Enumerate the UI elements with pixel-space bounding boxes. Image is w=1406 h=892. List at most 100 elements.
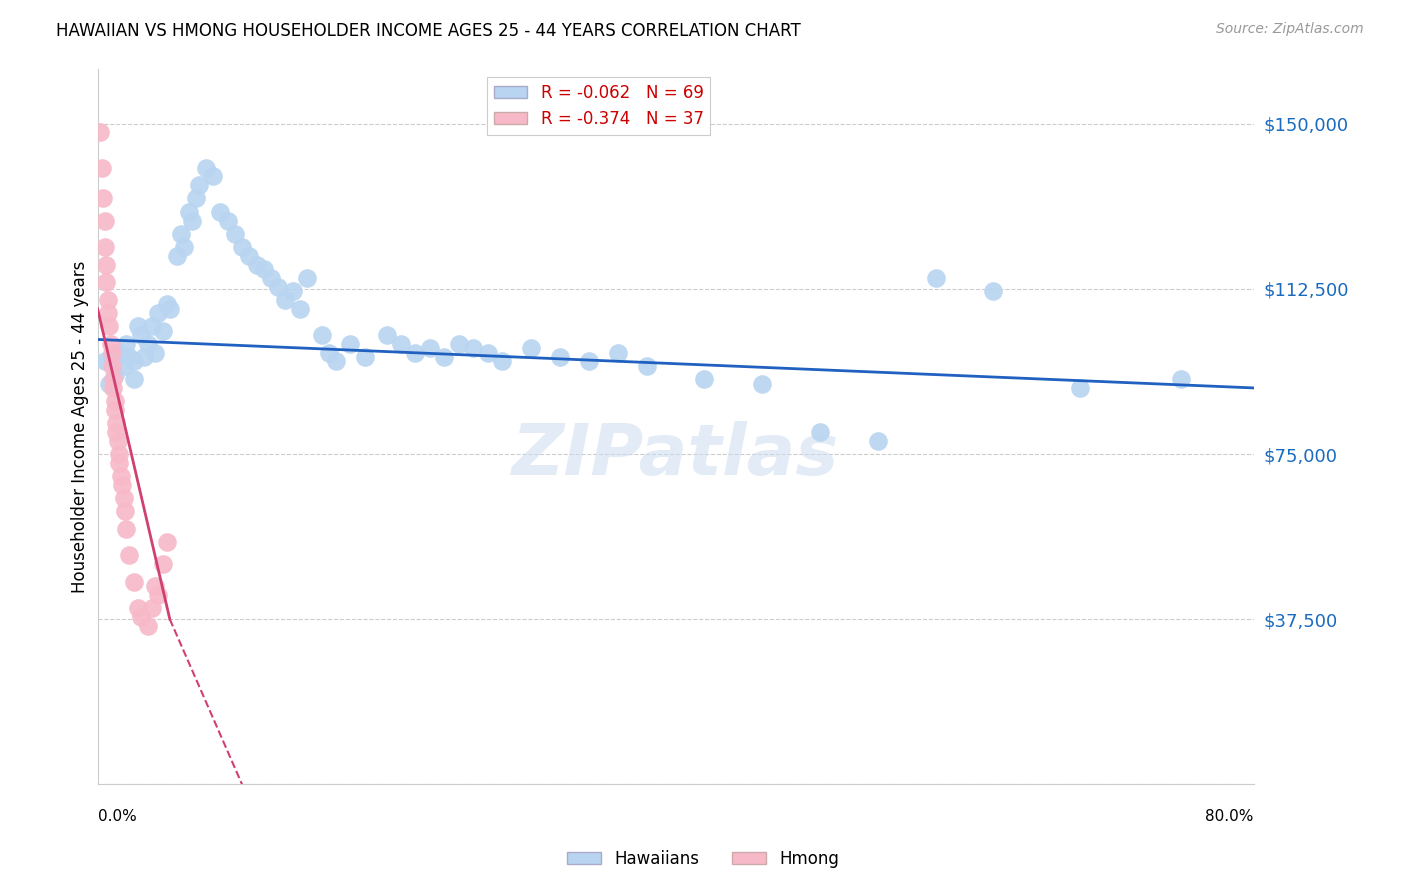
Point: [866, 434, 889, 448]
Point: [122, 574, 145, 589]
Legend: Hawaiians, Hmong: Hawaiians, Hmong: [561, 844, 845, 875]
Point: [339, 337, 361, 351]
Point: [288, 301, 311, 316]
Point: [122, 372, 145, 386]
Point: [170, 227, 193, 241]
Point: [274, 293, 297, 307]
Point: [104, 368, 127, 382]
Text: HAWAIIAN VS HMONG HOUSEHOLDER INCOME AGES 25 - 44 YEARS CORRELATION CHART: HAWAIIAN VS HMONG HOUSEHOLDER INCOME AGE…: [56, 22, 801, 40]
Point: [606, 345, 628, 359]
Point: [389, 337, 412, 351]
Point: [433, 350, 456, 364]
Point: [89, 125, 111, 139]
Point: [108, 456, 131, 470]
Point: [98, 319, 121, 334]
Point: [96, 258, 118, 272]
Point: [184, 192, 207, 206]
Point: [127, 601, 149, 615]
Point: [156, 535, 179, 549]
Point: [354, 350, 377, 364]
Point: [159, 301, 181, 316]
Point: [98, 376, 121, 391]
Point: [751, 376, 773, 391]
Point: [187, 178, 209, 193]
Point: [141, 601, 163, 615]
Point: [238, 249, 260, 263]
Point: [129, 328, 152, 343]
Point: [311, 328, 333, 343]
Point: [103, 381, 125, 395]
Point: [141, 319, 163, 334]
Point: [105, 425, 128, 439]
Point: [105, 416, 128, 430]
Legend: R = -0.062   N = 69, R = -0.374   N = 37: R = -0.062 N = 69, R = -0.374 N = 37: [488, 77, 710, 135]
Point: [104, 403, 127, 417]
Point: [375, 328, 398, 343]
Point: [295, 270, 318, 285]
Point: [253, 262, 276, 277]
Point: [325, 354, 347, 368]
Point: [112, 359, 135, 373]
Point: [267, 279, 290, 293]
Point: [94, 240, 117, 254]
Y-axis label: Householder Income Ages 25 - 44 years: Householder Income Ages 25 - 44 years: [72, 260, 89, 592]
Point: [447, 337, 470, 351]
Point: [93, 192, 115, 206]
Text: 0.0%: 0.0%: [97, 810, 136, 824]
Point: [520, 341, 543, 355]
Point: [101, 359, 124, 373]
Point: [245, 258, 267, 272]
Point: [107, 434, 129, 448]
Point: [491, 354, 513, 368]
Point: [103, 372, 125, 386]
Point: [173, 240, 195, 254]
Point: [1170, 372, 1192, 386]
Point: [148, 306, 170, 320]
Point: [217, 213, 239, 227]
Point: [111, 478, 134, 492]
Point: [548, 350, 571, 364]
Point: [94, 354, 117, 368]
Point: [118, 350, 141, 364]
Point: [101, 350, 124, 364]
Point: [209, 204, 232, 219]
Point: [108, 447, 131, 461]
Point: [1069, 381, 1091, 395]
Point: [202, 169, 225, 184]
Point: [132, 350, 155, 364]
Point: [110, 469, 132, 483]
Point: [419, 341, 441, 355]
Point: [101, 345, 124, 359]
Point: [463, 341, 485, 355]
Point: [104, 394, 127, 409]
Point: [693, 372, 716, 386]
Point: [405, 345, 427, 359]
Point: [924, 270, 946, 285]
Point: [578, 354, 600, 368]
Point: [180, 213, 202, 227]
Point: [152, 324, 174, 338]
Point: [281, 284, 304, 298]
Point: [808, 425, 831, 439]
Point: [115, 522, 138, 536]
Point: [94, 213, 117, 227]
Point: [108, 345, 131, 359]
Point: [122, 354, 145, 368]
Point: [97, 293, 120, 307]
Point: [112, 491, 135, 505]
Point: [129, 610, 152, 624]
Point: [114, 504, 136, 518]
Point: [318, 345, 340, 359]
Point: [136, 337, 159, 351]
Point: [477, 345, 499, 359]
Point: [115, 337, 138, 351]
Text: 80.0%: 80.0%: [1205, 810, 1254, 824]
Point: [97, 306, 120, 320]
Point: [90, 161, 112, 175]
Text: ZIPatlas: ZIPatlas: [512, 421, 839, 490]
Point: [96, 275, 118, 289]
Point: [983, 284, 1005, 298]
Point: [194, 161, 217, 175]
Point: [118, 549, 141, 563]
Point: [136, 619, 159, 633]
